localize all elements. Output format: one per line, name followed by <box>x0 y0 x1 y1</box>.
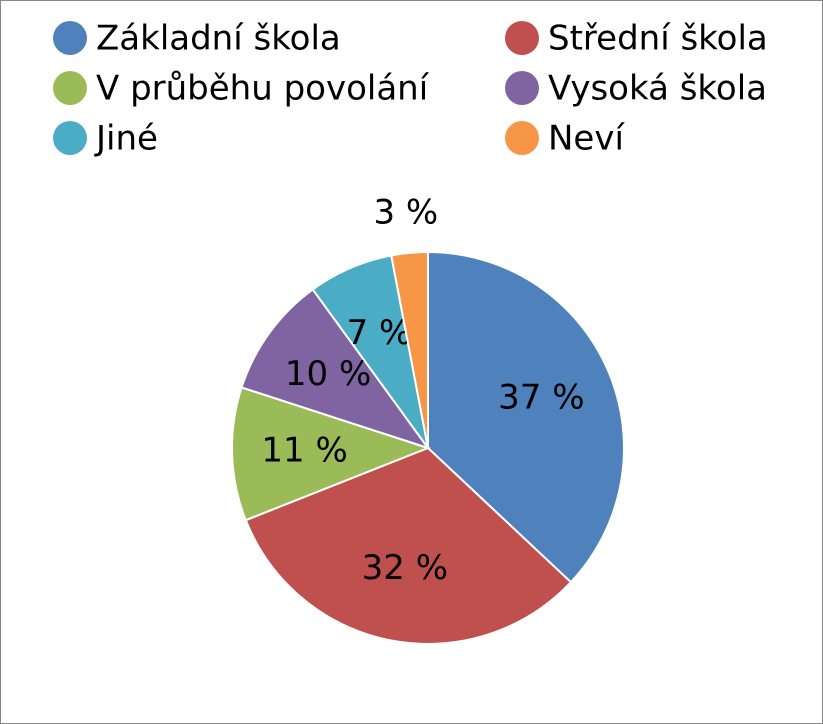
data-label: 37 % <box>498 377 584 417</box>
legend-swatch <box>505 121 539 155</box>
data-label: 10 % <box>285 354 371 394</box>
pie-slice <box>231 386 431 522</box>
legend-swatch <box>53 121 87 155</box>
data-label: 32 % <box>362 548 448 588</box>
legend-label: Vysoká škola <box>548 69 767 109</box>
legend-swatch <box>505 71 539 105</box>
legend-swatch <box>53 71 87 105</box>
pie-slice <box>427 250 625 584</box>
data-label: 7 % <box>347 313 412 353</box>
legend-label: Jiné <box>94 119 158 159</box>
legend-label: Neví <box>548 119 625 159</box>
legend-label: Střední škola <box>548 19 768 59</box>
legend-label: Základní škola <box>96 19 341 59</box>
data-label: 3 % <box>373 192 438 232</box>
legend-label: V průběhu povolání <box>96 69 430 109</box>
pie-slice <box>390 250 429 449</box>
pie-slice <box>240 288 431 450</box>
data-label: 11 % <box>261 430 347 470</box>
legend-swatch <box>505 21 539 55</box>
pie-slice <box>244 446 573 645</box>
legend-swatch <box>53 21 87 55</box>
